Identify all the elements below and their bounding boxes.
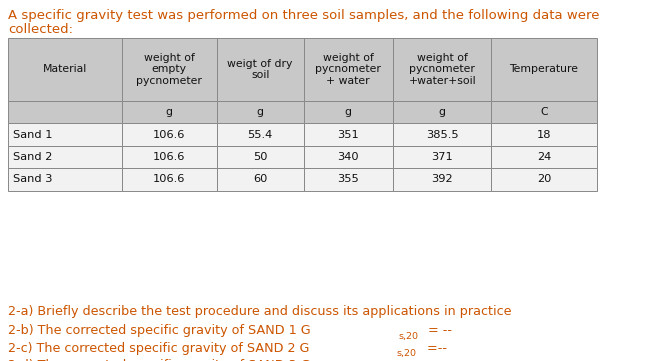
- Bar: [304, 123, 393, 146]
- Text: 2-a) Briefly describe the test procedure and discuss its applications in practic: 2-a) Briefly describe the test procedure…: [8, 305, 511, 318]
- Bar: [304, 38, 393, 101]
- Text: 60: 60: [253, 174, 267, 184]
- Text: s,20: s,20: [397, 349, 417, 358]
- Bar: [8, 38, 122, 101]
- Text: Sand 3: Sand 3: [13, 174, 53, 184]
- Bar: [393, 146, 491, 168]
- Text: g: g: [257, 107, 263, 117]
- Text: Sand 2: Sand 2: [13, 152, 53, 162]
- Bar: [122, 146, 217, 168]
- Text: 106.6: 106.6: [153, 130, 185, 140]
- Text: Sand 1: Sand 1: [13, 130, 53, 140]
- Text: = --: = --: [424, 324, 452, 337]
- Bar: [8, 101, 122, 123]
- Text: 55.4: 55.4: [248, 130, 273, 140]
- Text: 392: 392: [432, 174, 453, 184]
- Text: weigt of dry
soil: weigt of dry soil: [227, 59, 293, 80]
- Text: 2-b) The corrected specific gravity of SAND 1 G: 2-b) The corrected specific gravity of S…: [8, 324, 311, 337]
- Text: weight of
pycnometer
+water+soil: weight of pycnometer +water+soil: [409, 53, 476, 86]
- Bar: [491, 101, 597, 123]
- Bar: [304, 168, 393, 191]
- Text: collected:: collected:: [8, 23, 73, 36]
- Text: g: g: [345, 107, 351, 117]
- Text: 371: 371: [431, 152, 453, 162]
- Bar: [122, 123, 217, 146]
- Bar: [8, 168, 122, 191]
- Text: 50: 50: [253, 152, 267, 162]
- Bar: [393, 123, 491, 146]
- Text: 351: 351: [337, 130, 359, 140]
- Bar: [217, 38, 304, 101]
- Bar: [217, 101, 304, 123]
- Text: 2-c) The corrected specific gravity of SAND 2 G: 2-c) The corrected specific gravity of S…: [8, 342, 309, 355]
- Text: 18: 18: [537, 130, 551, 140]
- Bar: [122, 168, 217, 191]
- Text: 385.5: 385.5: [426, 130, 459, 140]
- Text: 2-d) The corrected specific gravity of SAND 3 G: 2-d) The corrected specific gravity of S…: [8, 359, 311, 361]
- Bar: [122, 101, 217, 123]
- Text: 340: 340: [338, 152, 359, 162]
- Text: Temperature: Temperature: [509, 65, 579, 74]
- Bar: [491, 38, 597, 101]
- Text: Material: Material: [43, 65, 87, 74]
- Text: weight of
empty
pycnometer: weight of empty pycnometer: [136, 53, 202, 86]
- Bar: [8, 123, 122, 146]
- Text: 20: 20: [537, 174, 551, 184]
- Text: g: g: [166, 107, 173, 117]
- Bar: [393, 168, 491, 191]
- Bar: [217, 146, 304, 168]
- Bar: [393, 101, 491, 123]
- Text: s,20: s,20: [398, 332, 419, 341]
- Text: 106.6: 106.6: [153, 152, 185, 162]
- Bar: [217, 123, 304, 146]
- Text: =--: =--: [424, 359, 448, 361]
- Text: 355: 355: [337, 174, 359, 184]
- Bar: [491, 146, 597, 168]
- Text: C: C: [540, 107, 548, 117]
- Bar: [491, 123, 597, 146]
- Text: 106.6: 106.6: [153, 174, 185, 184]
- Bar: [491, 168, 597, 191]
- Text: =--: =--: [422, 342, 447, 355]
- Text: weight of
pycnometer
+ water: weight of pycnometer + water: [315, 53, 381, 86]
- Text: 24: 24: [537, 152, 551, 162]
- Bar: [304, 146, 393, 168]
- Bar: [8, 146, 122, 168]
- Bar: [304, 101, 393, 123]
- Bar: [393, 38, 491, 101]
- Text: A specific gravity test was performed on three soil samples, and the following d: A specific gravity test was performed on…: [8, 9, 599, 22]
- Bar: [122, 38, 217, 101]
- Bar: [217, 168, 304, 191]
- Text: g: g: [439, 107, 445, 117]
